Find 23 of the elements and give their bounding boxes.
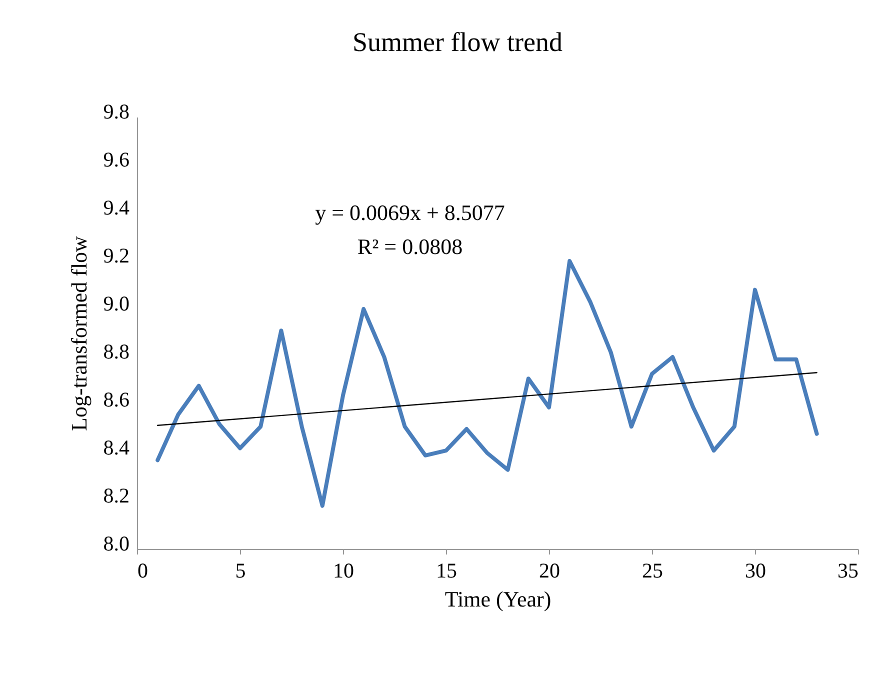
y-tick-label: 8.8: [103, 340, 130, 364]
x-tick-label: 15: [436, 558, 457, 582]
x-tick-label: 0: [138, 558, 148, 582]
y-tick-label: 8.6: [103, 388, 130, 412]
y-tick-label: 9.6: [103, 148, 130, 172]
y-tick-label: 8.2: [103, 484, 130, 508]
y-tick-label: 9.8: [103, 100, 130, 124]
x-axis-title: Time (Year): [444, 586, 552, 612]
chart-title: Summer flow trend: [352, 27, 563, 57]
y-tick-label: 8.4: [103, 436, 130, 460]
y-tick-label: 9.2: [103, 244, 130, 268]
x-tick-label: 30: [745, 558, 766, 582]
y-tick-label: 9.4: [103, 196, 130, 220]
x-tick-label: 10: [333, 558, 354, 582]
x-tick-label: 35: [838, 558, 858, 582]
annotation: R² = 0.0808: [357, 234, 463, 259]
x-tick-label: 5: [235, 558, 246, 582]
annotation: y = 0.0069x + 8.5077: [315, 200, 505, 225]
y-tick-label: 9.0: [103, 292, 130, 316]
x-tick-label: 20: [539, 558, 560, 582]
y-tick-label: 8.0: [103, 532, 130, 556]
y-axis-title: Log-transformed flow: [66, 236, 92, 431]
x-tick-label: 25: [642, 558, 663, 582]
